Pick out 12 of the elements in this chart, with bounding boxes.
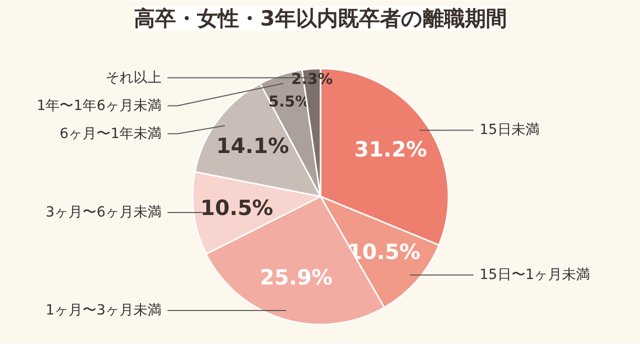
slice-label: 1年〜1年6ヶ月未満 — [36, 98, 162, 114]
data-label: 14.1% — [216, 134, 290, 158]
data-label: 25.9% — [260, 265, 333, 290]
slice-label: それ以上 — [106, 70, 162, 86]
slice-label: 3ヶ月〜6ヶ月未満 — [46, 204, 162, 221]
slice-label: 15日〜1ヶ月未満 — [480, 266, 590, 283]
slice-label: 15日未満 — [480, 122, 540, 138]
slice-label: 1ヶ月〜3ヶ月未満 — [46, 302, 162, 318]
data-label: 31.2% — [354, 137, 428, 162]
slice-label: 6ヶ月〜1年未満 — [60, 126, 162, 142]
data-label: 10.5% — [200, 196, 274, 220]
chart-title: 高卒・女性・3年以内既卒者の離職期間 — [134, 6, 507, 30]
